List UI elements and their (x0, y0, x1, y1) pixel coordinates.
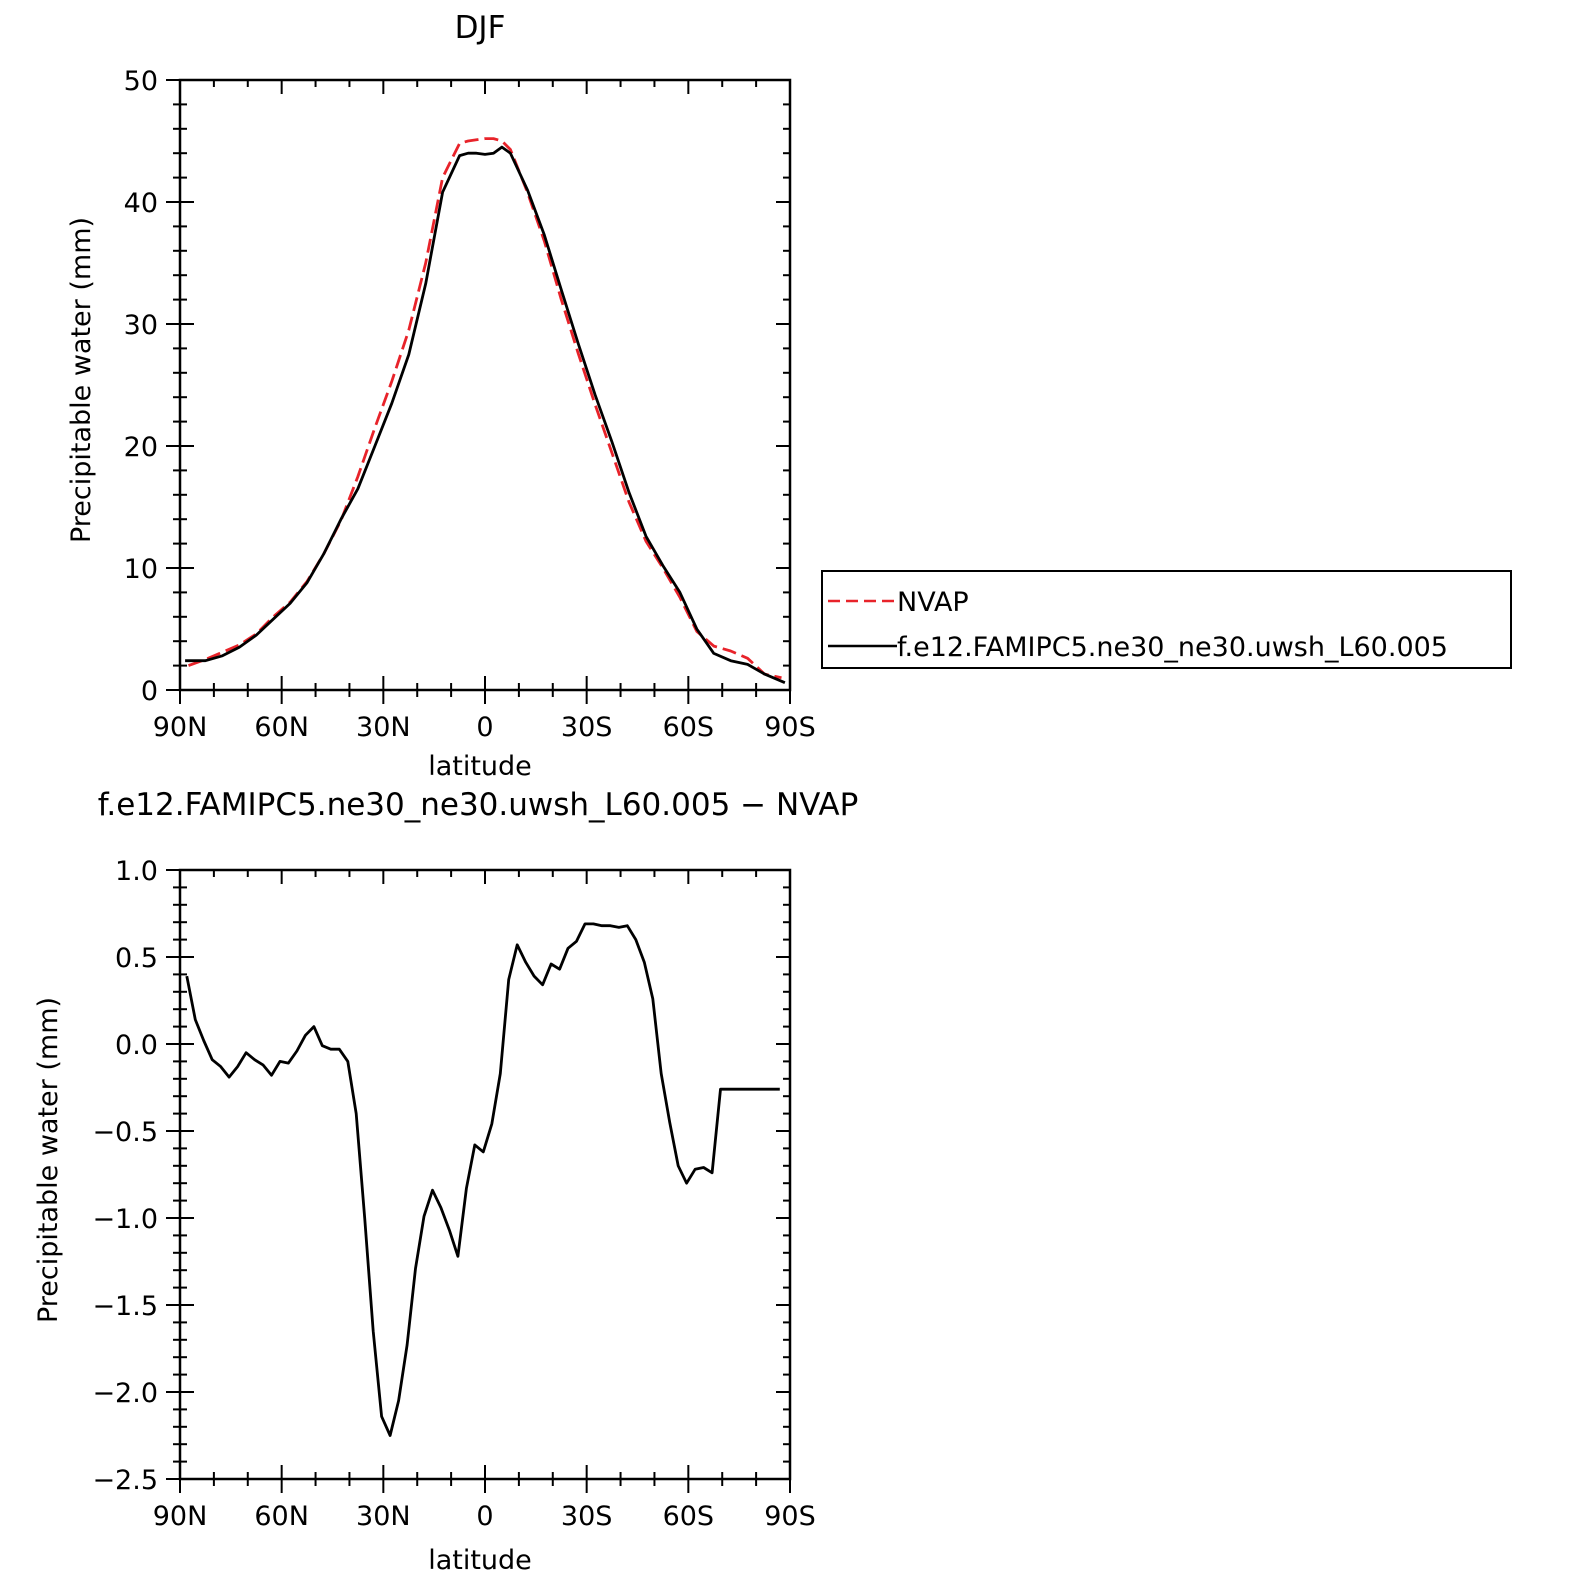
x-tick-label: 60S (663, 712, 715, 743)
y-tick-label: −1.5 (92, 1291, 158, 1322)
y-tick-label: −0.5 (92, 1117, 158, 1148)
x-tick-label: 30N (356, 712, 411, 743)
y-tick-label: 10 (124, 554, 158, 585)
x-tick-label: 60N (254, 712, 309, 743)
series-line-0 (185, 922, 780, 1437)
chart-title: f.e12.FAMIPC5.ne30_ne30.uwsh_L60.005 − N… (98, 787, 859, 823)
y-axis-label: Precipitable water (mm) (33, 997, 64, 1323)
y-tick-label: 1.0 (115, 856, 158, 887)
x-tick-label: 30N (356, 1501, 411, 1532)
y-tick-label: −2.5 (92, 1465, 158, 1496)
x-tick-label: 0 (476, 712, 493, 743)
y-tick-label: 40 (124, 188, 158, 219)
y-tick-label: −2.0 (92, 1378, 158, 1409)
panel-difference: f.e12.FAMIPC5.ne30_ne30.uwsh_L60.005 − N… (33, 787, 858, 1576)
y-tick-label: 20 (124, 432, 158, 463)
x-tick-label: 60S (663, 1501, 715, 1532)
x-axis-label: latitude (428, 1545, 532, 1576)
series-line-0 (188, 137, 782, 680)
x-tick-label: 30S (561, 1501, 613, 1532)
x-axis-label: latitude (428, 751, 532, 782)
y-tick-label: 50 (124, 66, 158, 97)
plot-frame (178, 868, 792, 1481)
legend: NVAP f.e12.FAMIPC5.ne30_ne30.uwsh_L60.00… (821, 570, 1512, 669)
y-tick-label: 0.5 (115, 943, 158, 974)
y-tick-label: 0.0 (115, 1030, 158, 1061)
plot-frame (178, 78, 792, 692)
x-tick-label: 90N (153, 712, 208, 743)
x-tick-label: 30S (561, 712, 613, 743)
panel-djf: DJF 90N 60N 30N 0 30S 60S 90S 0 10 20 30 40 50 latit… (66, 10, 1512, 782)
x-tick-label: 60N (254, 1501, 309, 1532)
y-tick-label: −1.0 (92, 1204, 158, 1235)
y-tick-label: 30 (124, 310, 158, 341)
x-tick-label: 90N (153, 1501, 208, 1532)
chart-title: DJF (455, 10, 506, 46)
series-line-1 (185, 145, 786, 684)
x-tick-label: 90S (764, 712, 816, 743)
y-tick-label: 0 (141, 676, 158, 707)
x-tick-label: 90S (764, 1501, 816, 1532)
legend-label-model: f.e12.FAMIPC5.ne30_ne30.uwsh_L60.005 (897, 632, 1448, 663)
legend-box (821, 570, 1512, 669)
y-axis-label: Precipitable water (mm) (66, 217, 97, 543)
x-tick-label: 0 (476, 1501, 493, 1532)
plot-area: 90N 60N 30N 0 30S 60S 90S −2.5 −2.0 −1.5 −1.0 −0.5 0… (92, 856, 815, 1532)
plot-area: 90N 60N 30N 0 30S 60S 90S 0 10 20 30 40 50 (124, 66, 816, 743)
legend-label-nvap: NVAP (897, 587, 969, 618)
